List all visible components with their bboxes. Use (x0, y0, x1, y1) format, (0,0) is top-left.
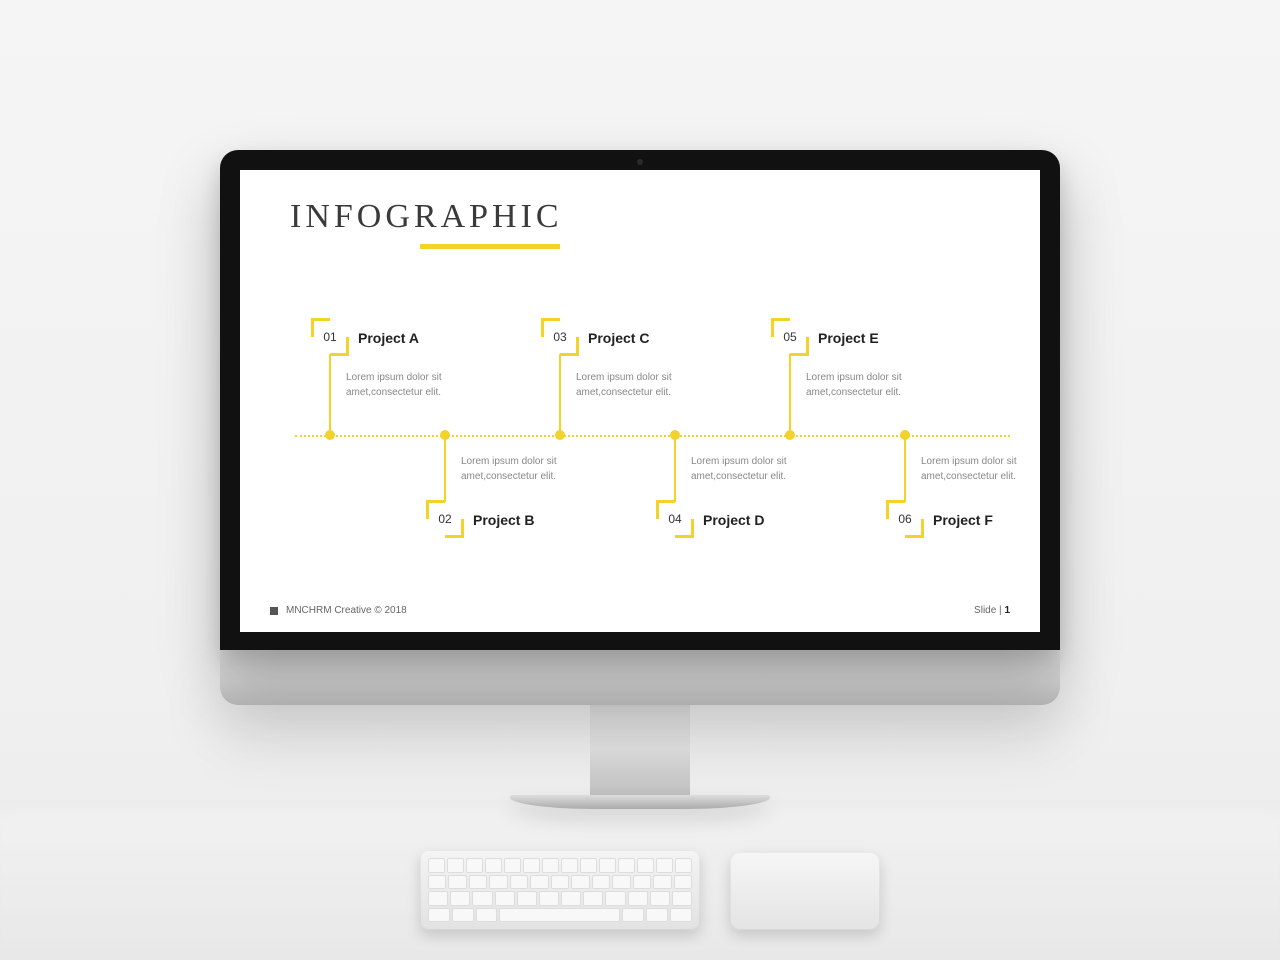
timeline-number-box: 05 (773, 320, 807, 354)
timeline-connector (789, 354, 791, 435)
project-title: Project B (473, 512, 534, 528)
slide-title: INFOGRAPHIC (290, 198, 563, 236)
timeline-number-box: 04 (658, 502, 692, 536)
footer-left: MNCHRM Creative © 2018 (270, 605, 407, 616)
title-underline (420, 244, 560, 249)
monitor-stand-base (510, 795, 770, 809)
keyboard-mockup (420, 850, 700, 930)
timeline-connector (674, 435, 676, 502)
timeline-connector (904, 435, 906, 502)
project-title: Project A (358, 330, 419, 346)
monitor-bezel: INFOGRAPHIC MNCHRM Creative © 2018 Slide… (220, 150, 1060, 650)
monitor-stand-neck (590, 705, 690, 795)
timeline-number-box: 02 (428, 502, 462, 536)
timeline-number-box: 06 (888, 502, 922, 536)
timeline-connector (444, 435, 446, 502)
project-description: Lorem ipsum dolor sit amet,consectetur e… (806, 370, 946, 400)
footer-credit: MNCHRM Creative © 2018 (286, 605, 407, 616)
footer-slide-label: Slide | (974, 605, 1004, 616)
timeline-connector (329, 354, 331, 435)
monitor-chin (220, 650, 1060, 705)
footer-right: Slide | 1 (974, 605, 1010, 616)
project-description: Lorem ipsum dolor sit amet,consectetur e… (921, 454, 1040, 484)
timeline-number-box: 01 (313, 320, 347, 354)
timeline-connector (559, 354, 561, 435)
camera-dot (637, 159, 643, 165)
timeline-number-box: 03 (543, 320, 577, 354)
project-description: Lorem ipsum dolor sit amet,consectetur e… (461, 454, 601, 484)
project-description: Lorem ipsum dolor sit amet,consectetur e… (576, 370, 716, 400)
project-title: Project E (818, 330, 879, 346)
project-title: Project D (703, 512, 764, 528)
project-description: Lorem ipsum dolor sit amet,consectetur e… (346, 370, 486, 400)
project-title: Project C (588, 330, 649, 346)
monitor-mockup: INFOGRAPHIC MNCHRM Creative © 2018 Slide… (220, 150, 1060, 809)
project-title: Project F (933, 512, 993, 528)
footer-marker-icon (270, 607, 278, 615)
trackpad-mockup (730, 852, 880, 930)
project-description: Lorem ipsum dolor sit amet,consectetur e… (691, 454, 831, 484)
slide-screen: INFOGRAPHIC MNCHRM Creative © 2018 Slide… (240, 170, 1040, 632)
footer-slide-number: 1 (1004, 605, 1010, 616)
